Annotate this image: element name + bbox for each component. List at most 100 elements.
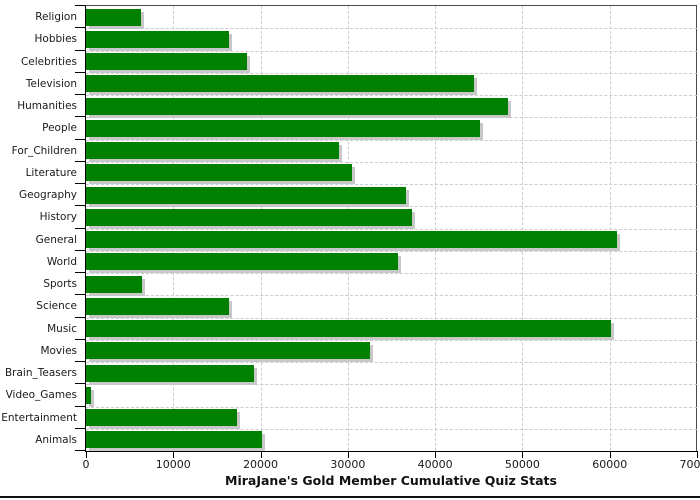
category-label: Sports [43,278,77,290]
category-label: Music [47,322,77,335]
bar-animals [86,431,262,449]
bar-history [86,208,412,226]
category-label: People [42,122,77,135]
category-label: Science [36,300,77,313]
category-label: Humanities [17,100,77,112]
category-label: Celebrities [20,55,77,68]
x-tick-label: 50000 [504,458,540,471]
category-label: Hobbies [34,33,78,46]
bar-sports [86,275,142,293]
bottom-frame-line [0,496,700,498]
bar-video-games [86,386,91,404]
y-tick [75,427,85,429]
category-label: Brain_Teasers [4,367,77,379]
horizontal-gridline [86,139,697,141]
x-tick [86,452,87,458]
x-tick [435,452,436,458]
bar-celebrities [86,53,247,71]
y-tick [75,227,85,229]
horizontal-gridline [86,362,697,363]
horizontal-gridline [86,161,697,163]
bar-science [86,297,229,315]
y-tick [75,116,85,118]
x-tick [522,452,523,458]
bar-movies [86,342,370,360]
x-tick [173,452,174,458]
x-tick-label: 60000 [592,458,628,471]
y-tick [75,249,85,251]
horizontal-gridline [86,228,697,230]
horizontal-gridline [86,273,697,274]
horizontal-gridline [86,117,697,119]
horizontal-gridline [86,317,697,319]
bar-general [86,231,617,249]
horizontal-gridline [86,184,697,185]
horizontal-gridline [86,250,697,252]
category-label: World [46,255,77,268]
bar-television [86,75,474,93]
horizontal-gridline [86,339,697,341]
x-tick-label: 0 [82,458,90,471]
bar-religion [86,8,141,26]
category-label: Literature [25,166,77,179]
y-tick [75,294,85,296]
y-tick [75,205,85,207]
y-tick [75,71,85,73]
y-tick [75,383,85,385]
bar-geography [86,186,406,204]
horizontal-gridline [86,50,697,52]
bar-brain-teasers [86,364,254,382]
x-tick-label: 30000 [330,458,366,471]
bar-shadow [89,389,94,407]
x-axis-line [85,451,698,452]
y-tick [75,183,85,184]
category-label: Entertainment [1,411,77,424]
horizontal-gridline [86,384,697,386]
category-label: History [39,211,77,224]
x-tick-label: 40000 [417,458,453,471]
category-label: Video_Games [5,389,77,402]
horizontal-gridline [86,295,697,297]
y-tick [75,94,85,95]
x-tick [348,452,349,458]
horizontal-gridline [86,28,697,30]
bar-humanities [86,97,508,115]
x-tick-label: 10000 [155,458,191,471]
y-tick [75,405,85,407]
y-tick [75,27,85,29]
chart-title: MiraJane's Gold Member Cumulative Quiz S… [225,473,557,488]
x-tick [610,452,611,458]
y-tick [75,272,85,273]
y-tick [75,49,85,51]
bar-people [86,119,480,137]
y-tick [75,160,85,162]
bar-literature [86,164,352,182]
y-tick [75,361,85,362]
bar-for-children [86,142,339,160]
y-axis-line [85,5,86,452]
category-label: Movies [40,344,77,357]
x-tick-label: 70000 [679,458,700,471]
horizontal-gridline [86,206,697,208]
category-label: Religion [35,11,77,23]
x-tick [697,452,698,458]
y-tick [75,450,85,451]
bar-world [86,253,398,271]
y-tick [75,5,85,6]
bar-music [86,320,611,338]
bar-entertainment [86,409,237,427]
y-tick [75,316,85,318]
category-label: For_Children [11,144,77,157]
x-tick [261,452,262,458]
category-label: General [35,233,77,246]
horizontal-gridline [86,72,697,74]
horizontal-gridline [86,95,697,96]
bar-hobbies [86,30,229,48]
category-label: Television [25,77,77,90]
horizontal-gridline [86,428,697,430]
category-label: Animals [35,433,77,446]
y-tick [75,138,85,140]
horizontal-gridline [86,406,697,408]
category-label: Geography [19,189,77,201]
